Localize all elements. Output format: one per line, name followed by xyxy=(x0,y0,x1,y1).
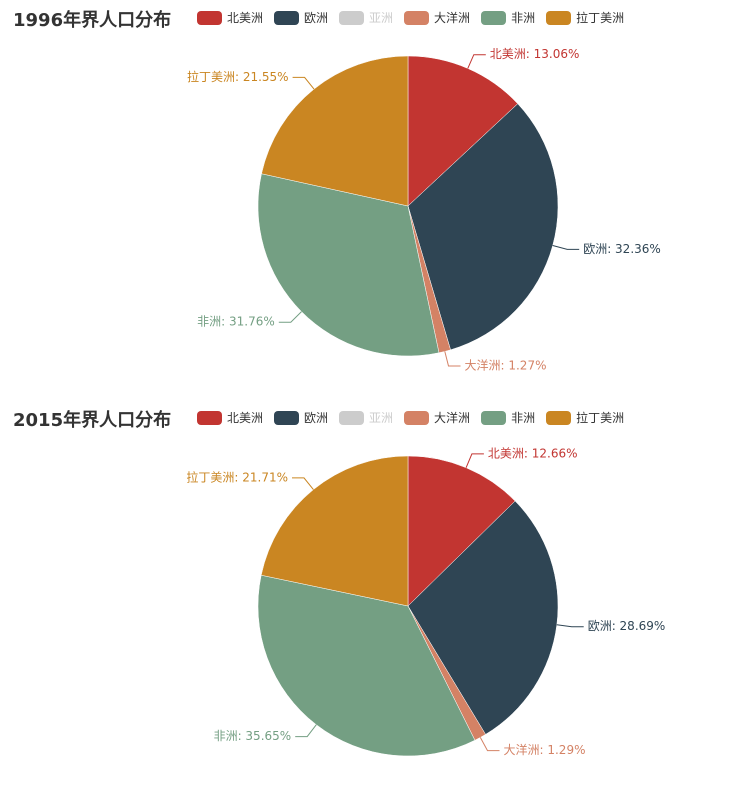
legend-label: 北美洲 xyxy=(227,11,264,25)
label-leader-line xyxy=(556,624,584,628)
chart-title: 2015年界人口分布 xyxy=(13,410,172,431)
label-leader-line xyxy=(467,54,486,69)
chart-2015-panel: 2015年界人口分布 北美洲 欧洲 亚洲 大洋洲 非洲 拉丁美洲 北美洲: 12.66% 欧… xyxy=(0,400,754,789)
legend-label: 欧洲 xyxy=(304,11,329,25)
legend-label: 大洋洲 xyxy=(434,11,471,25)
slice-label: 北美洲: 12.66% xyxy=(488,446,578,460)
legend-label: 北美洲 xyxy=(227,411,264,425)
legend-label: 非洲 xyxy=(511,411,536,425)
slice-label: 拉丁美洲: 21.71% xyxy=(186,469,288,484)
label-leader-line xyxy=(278,311,302,323)
label-leader-line xyxy=(465,453,484,468)
legend-item[interactable]: 大洋洲 xyxy=(404,409,470,426)
legend-swatch xyxy=(274,410,300,425)
legend-swatch xyxy=(274,10,300,25)
legend-swatch xyxy=(404,410,430,425)
label-leader-line xyxy=(552,245,580,250)
label-leader-line xyxy=(444,351,461,367)
label-leader-line xyxy=(292,76,315,90)
legend-item[interactable]: 北美洲 xyxy=(197,409,263,426)
label-leader-line xyxy=(292,477,314,490)
legend-swatch xyxy=(481,10,507,25)
slice-label: 大洋洲: 1.27% xyxy=(465,358,547,373)
legend-item[interactable]: 大洋洲 xyxy=(404,9,470,26)
legend-item[interactable]: 北美洲 xyxy=(197,9,263,26)
label-leader-line xyxy=(295,724,317,738)
legend-swatch xyxy=(197,410,222,425)
pie-slice[interactable] xyxy=(407,455,516,607)
slice-label: 拉丁美洲: 21.55% xyxy=(187,69,289,84)
legend-swatch xyxy=(339,410,365,425)
slice-label: 欧洲: 32.36% xyxy=(583,242,661,256)
legend-label: 非洲 xyxy=(511,11,536,25)
legend-swatch xyxy=(339,10,365,25)
pie-slice[interactable] xyxy=(407,55,519,207)
legend-item[interactable]: 拉丁美洲 xyxy=(546,9,624,26)
legend-label: 拉丁美洲 xyxy=(576,411,625,425)
label-leader-line xyxy=(479,737,500,752)
legend-label: 大洋洲 xyxy=(434,411,471,425)
legend-swatch xyxy=(546,410,572,425)
legend-item[interactable]: 欧洲 xyxy=(274,9,328,26)
legend-item[interactable]: 拉丁美洲 xyxy=(546,409,624,426)
legend-swatch xyxy=(404,10,430,25)
chart-title: 1996年界人口分布 xyxy=(13,10,172,31)
pie-slice[interactable] xyxy=(407,500,559,735)
legend-label: 欧洲 xyxy=(304,411,329,425)
legend-item[interactable]: 非洲 xyxy=(481,409,535,426)
legend-item[interactable]: 亚洲 xyxy=(339,409,393,426)
legend-label: 亚洲 xyxy=(369,11,394,25)
legend-swatch xyxy=(197,10,222,25)
legend-swatch xyxy=(546,10,572,25)
slice-label: 北美洲: 13.06% xyxy=(490,47,580,61)
pie-slice[interactable] xyxy=(260,455,409,607)
legend-swatch xyxy=(481,410,507,425)
pie-chart: 北美洲: 13.06% 欧洲: 32.36% 大洋洲: 1.27% 非洲: 31.76… xyxy=(187,47,661,373)
legend: 北美洲 欧洲 亚洲 大洋洲 非洲 拉丁美洲 xyxy=(197,409,635,426)
legend-item[interactable]: 亚洲 xyxy=(339,9,393,26)
legend-label: 亚洲 xyxy=(369,411,394,425)
legend: 北美洲 欧洲 亚洲 大洋洲 非洲 拉丁美洲 xyxy=(197,9,635,26)
legend-item[interactable]: 欧洲 xyxy=(274,409,328,426)
slice-label: 非洲: 35.65% xyxy=(214,729,292,743)
legend-item[interactable]: 非洲 xyxy=(481,9,535,26)
pie-slice[interactable] xyxy=(261,55,409,207)
legend-label: 拉丁美洲 xyxy=(576,11,625,25)
slice-label: 大洋洲: 1.29% xyxy=(504,742,586,757)
chart-1996-panel: 1996年界人口分布 北美洲 欧洲 亚洲 大洋洲 非洲 拉丁美洲 北美洲: 13.06% 欧… xyxy=(0,0,754,389)
pie-chart: 北美洲: 12.66% 欧洲: 28.69% 大洋洲: 1.29% 非洲: 35.65… xyxy=(186,446,666,757)
slice-label: 非洲: 31.76% xyxy=(197,315,275,329)
slice-label: 欧洲: 28.69% xyxy=(588,619,666,633)
pie-slice[interactable] xyxy=(257,574,476,757)
